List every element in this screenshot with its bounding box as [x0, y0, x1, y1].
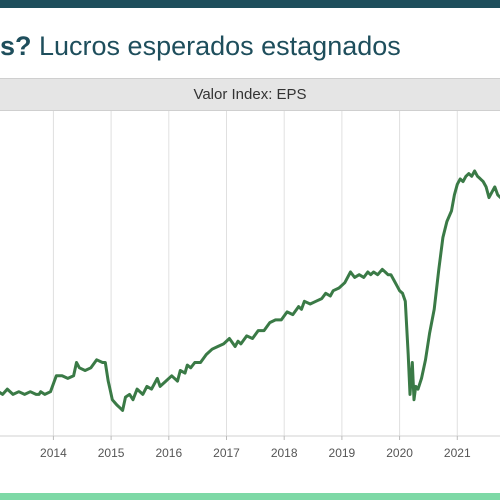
bottom-accent-bar: [0, 493, 500, 500]
page-title: s? Lucros esperados estagnados: [0, 26, 500, 66]
series-layer: [0, 169, 500, 412]
x-tick-label: 2018: [271, 446, 298, 460]
x-axis-ticks: 2014201520162017201820192020202120: [40, 436, 471, 460]
page-title-text: Lucros esperados estagnados: [31, 31, 401, 61]
page-title-emphasis: s?: [0, 31, 32, 61]
x-tick-label: 2020: [386, 446, 413, 460]
gridlines: [0, 111, 500, 437]
chart-title-bar: Valor Index: EPS: [0, 78, 500, 111]
x-tick-label: 2015: [98, 446, 125, 460]
x-tick-label: 2017: [213, 446, 240, 460]
eps-line-chart: 2014201520162017201820192020202120: [0, 111, 500, 460]
x-tick-label: 2014: [40, 446, 67, 460]
top-accent-bar: [0, 0, 500, 8]
x-tick-label: 2021: [444, 446, 471, 460]
x-tick-label: 2019: [329, 446, 356, 460]
x-tick-label: 2016: [155, 446, 182, 460]
series-line-0: [0, 169, 500, 412]
